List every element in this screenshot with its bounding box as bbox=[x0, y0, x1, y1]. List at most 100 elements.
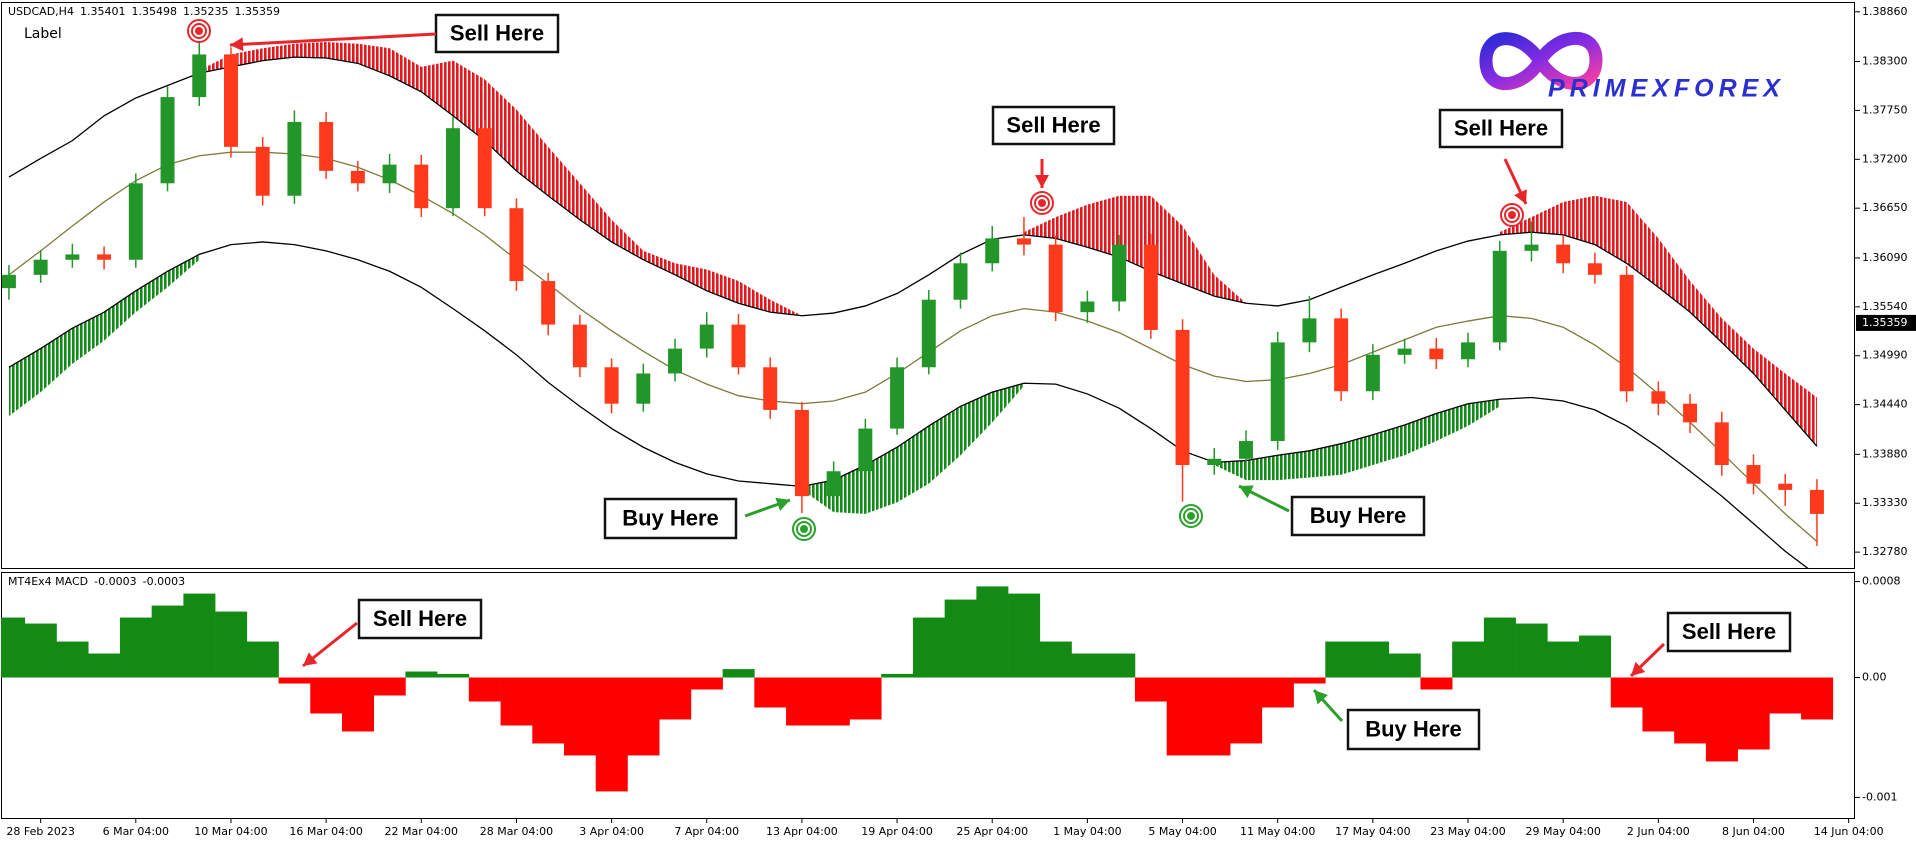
annotation-text: Buy Here bbox=[1365, 716, 1462, 741]
candle-body bbox=[953, 263, 968, 300]
x-tick-label: 6 Mar 04:00 bbox=[103, 825, 169, 838]
candle-body bbox=[287, 121, 302, 196]
candle-body bbox=[255, 146, 270, 196]
candle-body bbox=[1778, 483, 1793, 490]
macd-bar bbox=[1801, 677, 1834, 720]
logo-text: PRIMEXFOREX bbox=[1548, 75, 1785, 103]
annotation-arrow bbox=[229, 32, 437, 47]
candle-body bbox=[699, 324, 714, 349]
candle-body bbox=[128, 183, 143, 260]
candle-body bbox=[668, 348, 683, 374]
macd-bar bbox=[564, 677, 597, 756]
candle-body bbox=[604, 367, 619, 404]
macd-bar bbox=[183, 593, 216, 678]
candle-body bbox=[65, 254, 80, 260]
indicator-line bbox=[8, 151, 1818, 542]
header-value: 1.35401 bbox=[80, 5, 126, 18]
macd-bar bbox=[1261, 677, 1294, 708]
indicator-band bbox=[801, 383, 1024, 514]
annotation-arrowhead bbox=[1514, 189, 1527, 204]
macd-bar bbox=[119, 617, 152, 678]
annotation-box bbox=[1666, 611, 1792, 653]
y-tick-label: 1.33330 bbox=[1862, 496, 1908, 509]
candle-body bbox=[731, 324, 746, 368]
y-tick-label: 1.36090 bbox=[1862, 251, 1908, 264]
macd-bar bbox=[310, 677, 343, 714]
x-tick-label: 16 Mar 04:00 bbox=[289, 825, 362, 838]
candle-body bbox=[794, 409, 809, 497]
y-tick-label: 0.00 bbox=[1862, 671, 1887, 684]
y-tick-label: -0.001 bbox=[1862, 790, 1897, 803]
candle-body bbox=[1239, 441, 1253, 459]
header-value: 1.35235 bbox=[183, 5, 229, 18]
candle-body bbox=[414, 164, 429, 209]
candle-body bbox=[858, 428, 873, 472]
macd-bar bbox=[151, 605, 184, 678]
x-tick-label: 10 Mar 04:00 bbox=[194, 825, 267, 838]
logo: PRIMEXFOREX bbox=[1479, 31, 1785, 103]
candle-body bbox=[1112, 244, 1127, 302]
candle-body bbox=[33, 259, 48, 275]
macd-bar bbox=[1103, 653, 1136, 678]
annotation-box bbox=[1438, 108, 1564, 149]
target-marker bbox=[1038, 199, 1046, 207]
candle-body bbox=[985, 238, 1000, 264]
macd-bar bbox=[1737, 677, 1770, 750]
y-tick-label: 1.35540 bbox=[1862, 300, 1908, 313]
candle-body bbox=[636, 373, 651, 404]
macd-bar bbox=[437, 673, 470, 678]
x-tick-label: 8 Jun 04:00 bbox=[1722, 825, 1785, 838]
candle-body bbox=[319, 121, 334, 171]
macd-bar bbox=[500, 677, 533, 726]
x-tick-label: 22 Mar 04:00 bbox=[385, 825, 458, 838]
candle-body bbox=[1714, 422, 1729, 466]
annotation-arrowhead bbox=[1631, 661, 1646, 676]
x-tick-label: 28 Feb 2023 bbox=[6, 825, 74, 838]
candle-body bbox=[1492, 250, 1507, 343]
header-title: USDCAD,H4 bbox=[8, 5, 74, 18]
main-panel-frame bbox=[1, 2, 1855, 569]
macd-bar bbox=[1230, 677, 1263, 744]
annotation-box bbox=[357, 598, 483, 640]
macd-bar bbox=[278, 677, 311, 684]
x-tick-label: 1 May 04:00 bbox=[1053, 825, 1121, 838]
macd-bar bbox=[1642, 677, 1675, 732]
logo-mark bbox=[1479, 31, 1603, 91]
macd-panel-frame bbox=[1, 572, 1855, 819]
macd-bar bbox=[976, 586, 1009, 678]
annotation-box bbox=[603, 497, 738, 540]
candle-body bbox=[1397, 348, 1412, 355]
macd-bar bbox=[532, 677, 565, 744]
candle-body bbox=[1556, 244, 1571, 264]
annotation-box bbox=[1290, 495, 1426, 537]
target-marker bbox=[1508, 211, 1516, 219]
target-marker bbox=[800, 525, 808, 533]
x-tick-label: 25 Apr 04:00 bbox=[956, 825, 1028, 838]
macd-bar bbox=[246, 641, 279, 678]
x-tick-label: 29 May 04:00 bbox=[1525, 825, 1600, 838]
macd-bar bbox=[24, 623, 57, 678]
target-marker bbox=[195, 27, 203, 35]
macd-bar bbox=[1293, 677, 1326, 684]
macd-bar bbox=[1579, 635, 1612, 678]
annotation-text: Sell Here bbox=[373, 606, 467, 631]
macd-bar bbox=[373, 677, 406, 696]
macd-bar bbox=[1769, 677, 1802, 714]
main-plot bbox=[1, 39, 1824, 569]
y-tick-label: 1.38860 bbox=[1862, 5, 1908, 18]
macd-bar bbox=[215, 611, 248, 678]
indicator-band bbox=[199, 41, 802, 316]
indicator-band bbox=[1023, 195, 1246, 304]
macd-bar bbox=[1166, 677, 1199, 756]
candle-body bbox=[509, 208, 524, 282]
macd-bar bbox=[944, 599, 977, 678]
candle-body bbox=[1, 274, 16, 289]
macd-bar bbox=[817, 677, 850, 726]
candle-body bbox=[1143, 244, 1158, 330]
macd-bar bbox=[1325, 641, 1358, 678]
macd-bar bbox=[1388, 653, 1421, 678]
macd-bar bbox=[1452, 641, 1485, 678]
